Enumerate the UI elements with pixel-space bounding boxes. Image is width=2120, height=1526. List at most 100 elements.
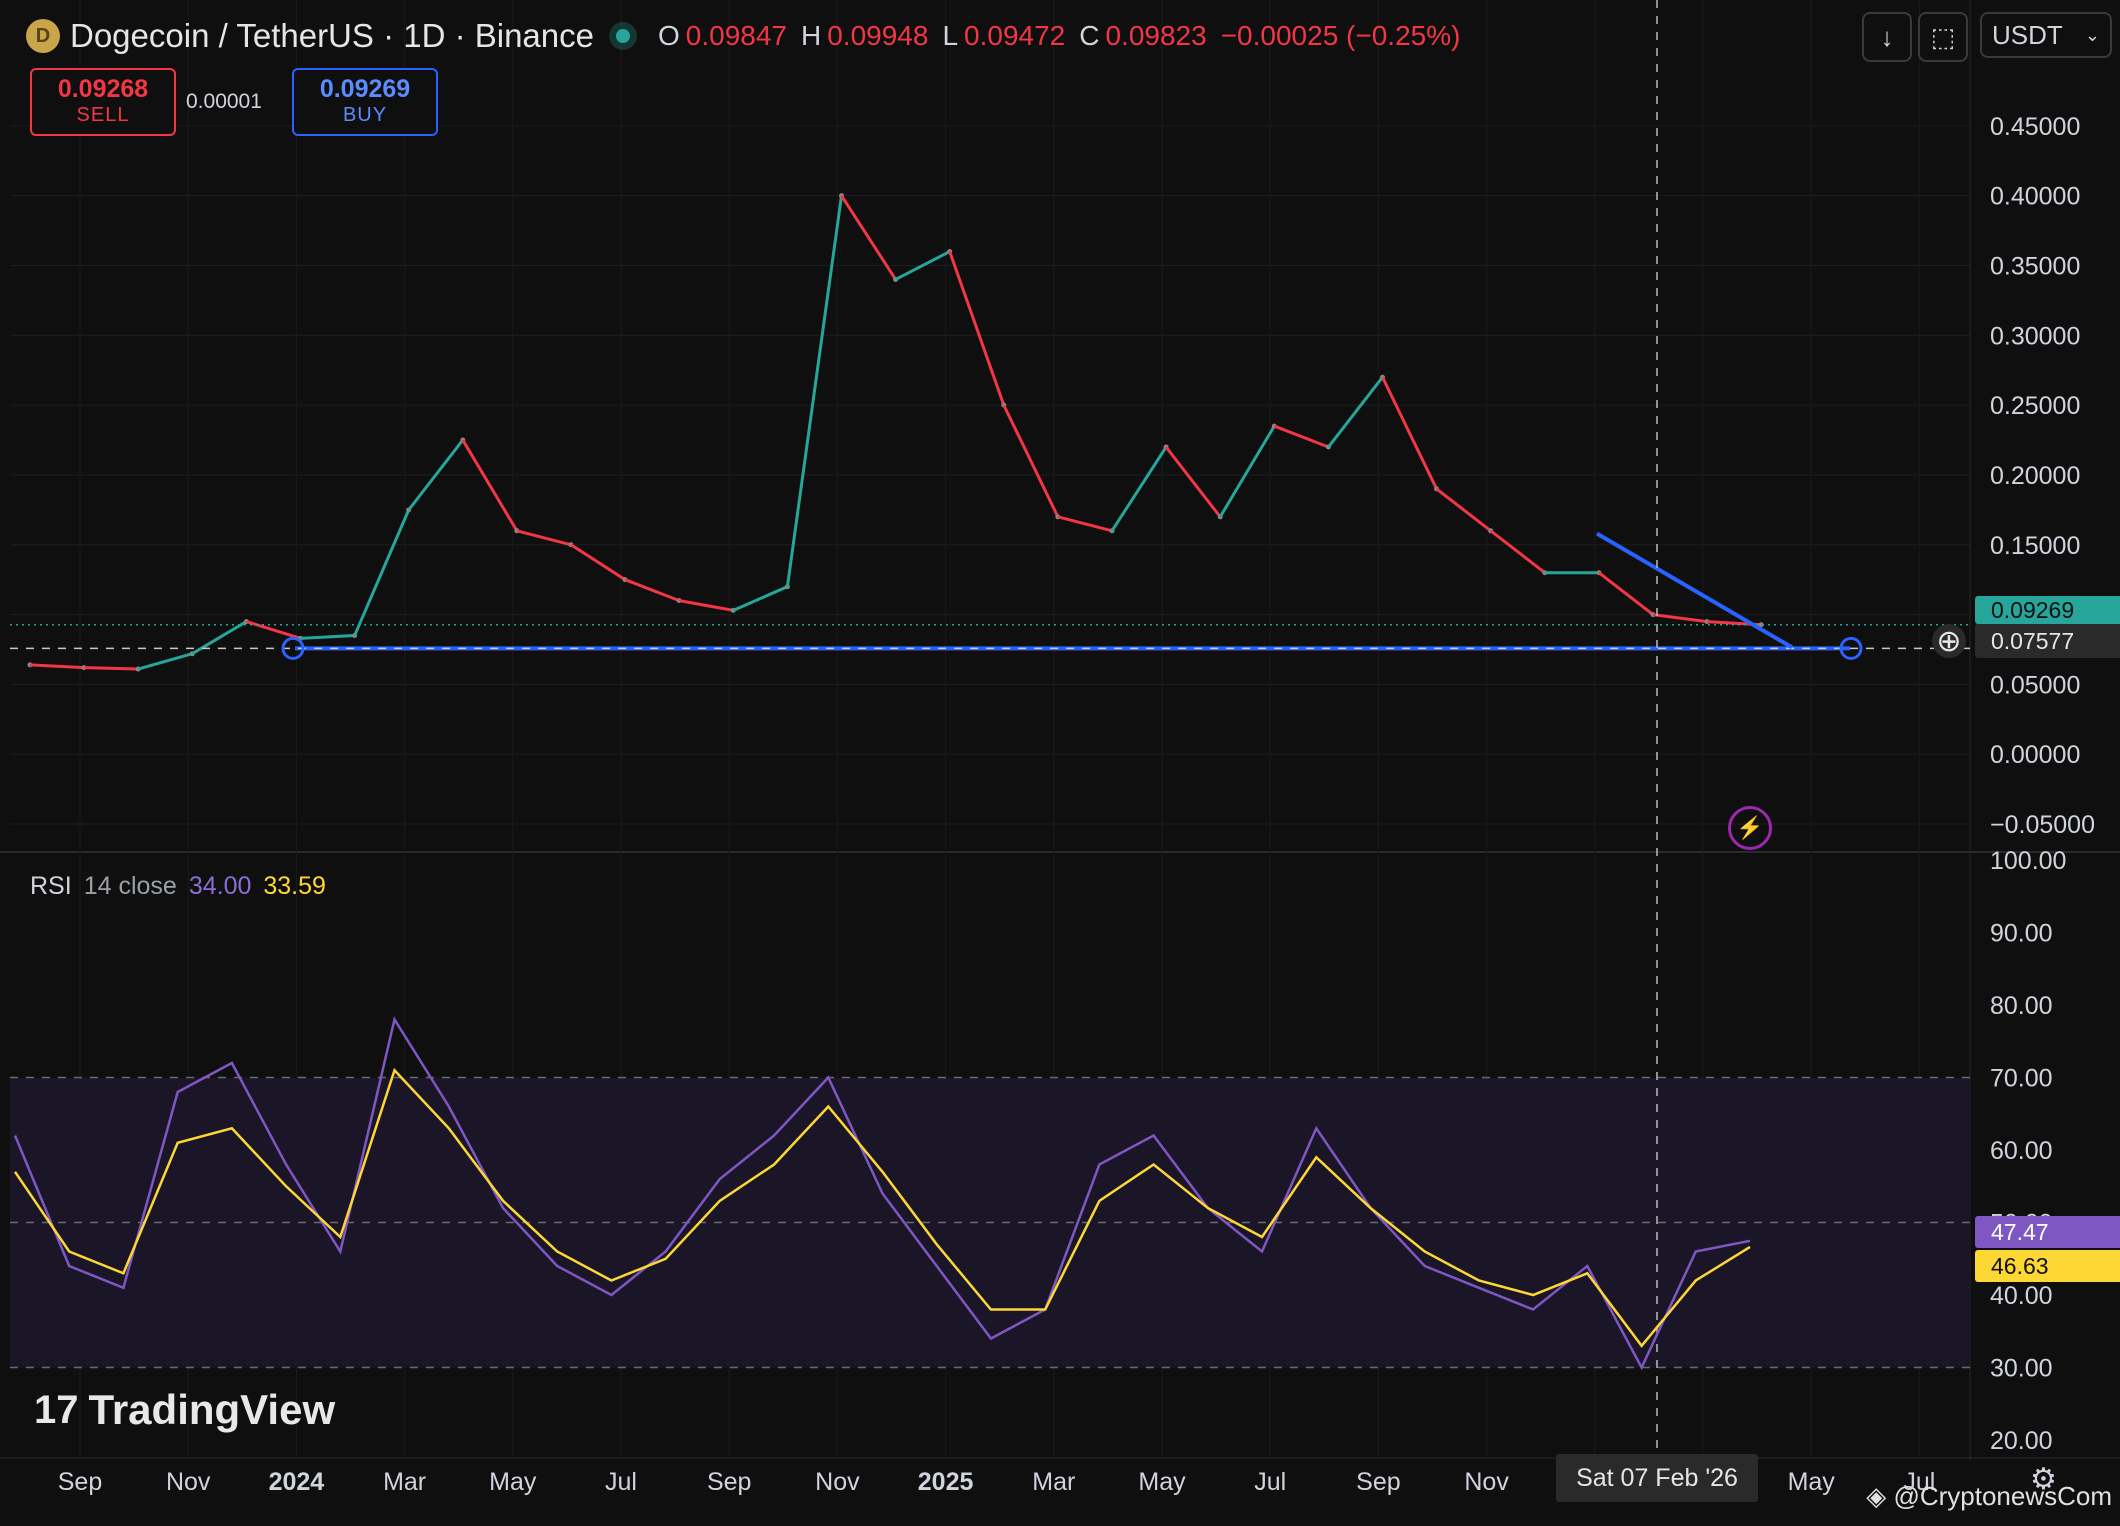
price-segment	[840, 194, 897, 281]
ohlc-key: L	[942, 20, 959, 51]
time-tick-label: Nov	[1464, 1468, 1509, 1496]
price-segment	[191, 620, 248, 655]
price-segment	[785, 195, 843, 587]
price-segment	[1002, 404, 1060, 518]
price-segment	[461, 439, 519, 532]
time-tick-label: May	[1138, 1468, 1186, 1496]
rsi-tick-label: 60.00	[1990, 1137, 2053, 1165]
lightning-icon[interactable]: ⚡	[1728, 806, 1772, 850]
crosshair-date-tag: Sat 07 Feb '26	[1556, 1454, 1758, 1502]
trend-annotations	[10, 0, 1970, 1456]
chevron-down-icon: ⌄	[2084, 24, 2100, 45]
price-tick-label: 0.40000	[1990, 183, 2080, 211]
time-tick-label: Sep	[1356, 1468, 1400, 1496]
price-segment	[353, 509, 411, 637]
rsi-tick-label: 100.00	[1990, 847, 2066, 875]
descending-trendline	[1595, 531, 1794, 650]
ohlc-key: H	[801, 20, 822, 51]
price-segment	[300, 634, 355, 640]
market-open-icon	[616, 29, 630, 43]
ohlc-value: 0.09823	[1105, 20, 1207, 51]
price-tick-label: 0.05000	[1990, 671, 2080, 699]
price-change: −0.00025 (−0.25%)	[1220, 20, 1461, 51]
rsi-name: RSI	[30, 872, 72, 900]
tradingview-logo[interactable]: 17 TradingView	[34, 1386, 335, 1434]
tradingview-logo-text: TradingView	[88, 1386, 336, 1433]
price-segment	[894, 250, 951, 281]
rsi-price-tag: 47.47	[1975, 1216, 2120, 1248]
time-tick-label: May	[489, 1468, 537, 1496]
ohlc-value: 0.09847	[685, 20, 787, 51]
ohlc-key: C	[1079, 20, 1100, 51]
price-axis: 0.45000 0.40000 0.35000 0.30000 0.25000 0.200…	[1990, 113, 2095, 839]
price-tick-label: 0.35000	[1990, 252, 2080, 280]
download-icon[interactable]: ↓	[1862, 12, 1912, 62]
time-tick-label: Jul	[605, 1468, 637, 1496]
price-tick-label: 0.30000	[1990, 322, 2080, 350]
sell-button[interactable]: 0.09268 SELL	[30, 68, 176, 136]
price-segment	[678, 599, 734, 612]
price-segment	[1489, 529, 1546, 574]
rsi-tick-label: 70.00	[1990, 1065, 2053, 1093]
fullscreen-icon[interactable]: ⬚	[1918, 12, 1968, 62]
price-segment	[948, 251, 1006, 406]
price-tick-label: 0.20000	[1990, 462, 2080, 490]
price-segment	[137, 652, 193, 671]
buy-price: 0.09269	[319, 75, 411, 103]
time-tick-label: Jul	[1254, 1468, 1286, 1496]
time-tick-label: 2025	[918, 1468, 974, 1496]
rsi-tick-label: 30.00	[1990, 1355, 2053, 1383]
time-tick-label: Nov	[815, 1468, 860, 1496]
rsi-line	[13, 1016, 1751, 1371]
time-tick-label: Sep	[707, 1468, 751, 1496]
rsi-bands	[10, 1076, 1970, 1369]
price-segment	[1652, 613, 1708, 624]
price-segment	[1057, 515, 1113, 533]
ohlc-key: O	[658, 20, 680, 51]
price-tick-label: 0.00000	[1990, 741, 2080, 769]
price-tick-label: −0.05000	[1990, 811, 2095, 839]
price-segment	[1381, 376, 1438, 490]
time-axis: Sep Nov 2024 Mar May Jul Sep Nov 2025 Mar May Jul Se…	[58, 1468, 1936, 1496]
price-segment	[245, 620, 301, 640]
price-segment	[84, 666, 139, 671]
sell-price: 0.09268	[57, 75, 149, 103]
support-anchor-right	[1839, 636, 1863, 660]
price-segment	[570, 543, 626, 581]
time-tick-label: Sep	[58, 1468, 102, 1496]
price-point	[1758, 622, 1764, 628]
price-tick-label: 0.25000	[1990, 392, 2080, 420]
price-candles	[10, 193, 1970, 672]
time-tick-label: Nov	[166, 1468, 211, 1496]
symbol-title[interactable]: Dogecoin / TetherUS · 1D · Binance	[70, 17, 594, 54]
buy-button[interactable]: 0.09269 BUY	[292, 68, 438, 136]
sell-label: SELL	[76, 104, 130, 126]
price-segment	[1597, 571, 1654, 616]
price-segment	[732, 585, 789, 612]
price-segment	[1327, 376, 1384, 448]
rsi-axis: 100.0090.0080.0070.0060.0050.0040.0030.0…	[1990, 847, 2066, 1455]
watermark-text: @CryptonewsCom	[1893, 1481, 2112, 1511]
time-tick-label: 2024	[269, 1468, 325, 1496]
add-alert-icon[interactable]: ⊕	[1932, 624, 1966, 658]
price-tick-label: 0.45000	[1990, 113, 2080, 141]
rsi-tick-label: 20.00	[1990, 1427, 2053, 1455]
ohlc-values: O 0.09847 H 0.09948 L 0.09472 C 0.09823 −0.00025…	[658, 20, 1468, 52]
last-price-tag: 0.09269	[1975, 596, 2120, 624]
currency-select[interactable]: USDT ⌄	[1980, 12, 2112, 58]
time-tick-label: Jul	[1903, 1468, 1935, 1496]
rsi-value: 34.00	[188, 872, 252, 900]
price-segment	[516, 529, 572, 547]
ohlc-value: 0.09472	[964, 20, 1066, 51]
currency-value: USDT	[1992, 19, 2063, 50]
rsi-ma-price-tag: 46.63	[1975, 1250, 2120, 1282]
crosshair-price-tag: 0.07577	[1975, 624, 2120, 658]
dogecoin-icon: D	[26, 19, 60, 53]
price-segment	[29, 663, 85, 670]
rsi-lines	[13, 1016, 1751, 1371]
rsi-tick-label: 90.00	[1990, 920, 2053, 948]
price-segment	[1273, 424, 1329, 449]
rsi-ma-line	[13, 1067, 1751, 1348]
settings-gear-icon[interactable]: ⚙	[2030, 1463, 2057, 1496]
